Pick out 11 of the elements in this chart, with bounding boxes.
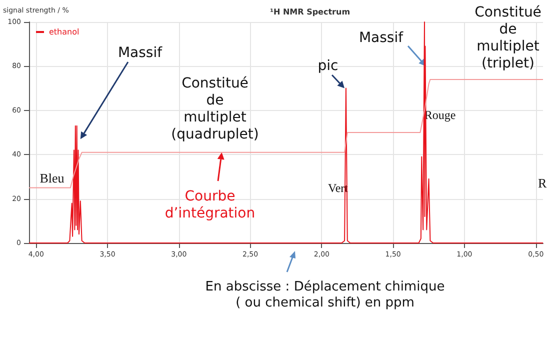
chart-title: ¹H NMR Spectrum	[270, 8, 350, 16]
annotation: Bleu	[40, 170, 65, 186]
annotation: Massif	[358, 30, 404, 46]
annotation: Courbe d’intégration	[164, 188, 256, 222]
annotation: pic	[318, 58, 338, 74]
legend-label: ethanol	[49, 28, 80, 36]
annotation: Constitué de multiplet (triplet)	[474, 4, 542, 72]
annotation: Constitué de multiplet (quadruplet)	[171, 76, 259, 142]
annotation: R	[538, 176, 547, 190]
text: En abscisse : Déplacement chimique ( ou chemical shift) en ppm	[205, 280, 445, 310]
annotation: Massif	[118, 45, 164, 61]
